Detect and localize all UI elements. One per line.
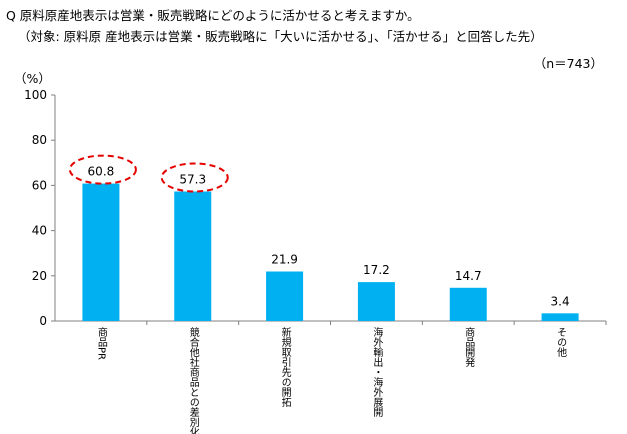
highlight-ellipse [68,154,137,185]
bar [266,271,304,321]
y-tick-label: 80 [32,133,47,147]
y-tick-label: 0 [39,314,47,328]
y-tick-label: 60 [32,178,47,192]
bar [357,282,395,321]
category-label: 競合他社商品との差別化 [187,326,199,434]
category-label: その他 [555,327,567,358]
bar [174,191,212,321]
data-label: 57.3 [179,173,206,187]
y-axis-unit: （%） [14,71,51,86]
data-label: 14.7 [455,269,482,283]
highlight-ellipse [160,162,229,193]
data-label: 17.2 [363,263,390,277]
data-label: 21.9 [271,253,298,267]
category-label: 新規取引先の開拓 [279,326,291,408]
y-tick-label: 100 [24,88,47,102]
category-label: 海外輸出・海外展開 [371,326,383,418]
sample-size: （n＝743） [533,56,603,71]
category-label: 商品PR [95,326,107,360]
y-tick-label: 40 [32,224,47,238]
subject-note: （対象: 原料原 産地表示は営業・販売戦略に「大いに活かせる」、「活かせる」と回… [18,29,543,44]
category-label: 商品開発 [463,326,475,368]
y-tick-label: 20 [32,269,47,283]
bar [82,183,120,321]
data-label: 60.8 [88,165,115,179]
bar [541,313,579,321]
bar [449,287,487,321]
question-text: Q 原料原産地表示は営業・販売戦略にどのように活かせると考えますか。 [6,8,420,23]
data-label: 3.4 [551,294,570,308]
